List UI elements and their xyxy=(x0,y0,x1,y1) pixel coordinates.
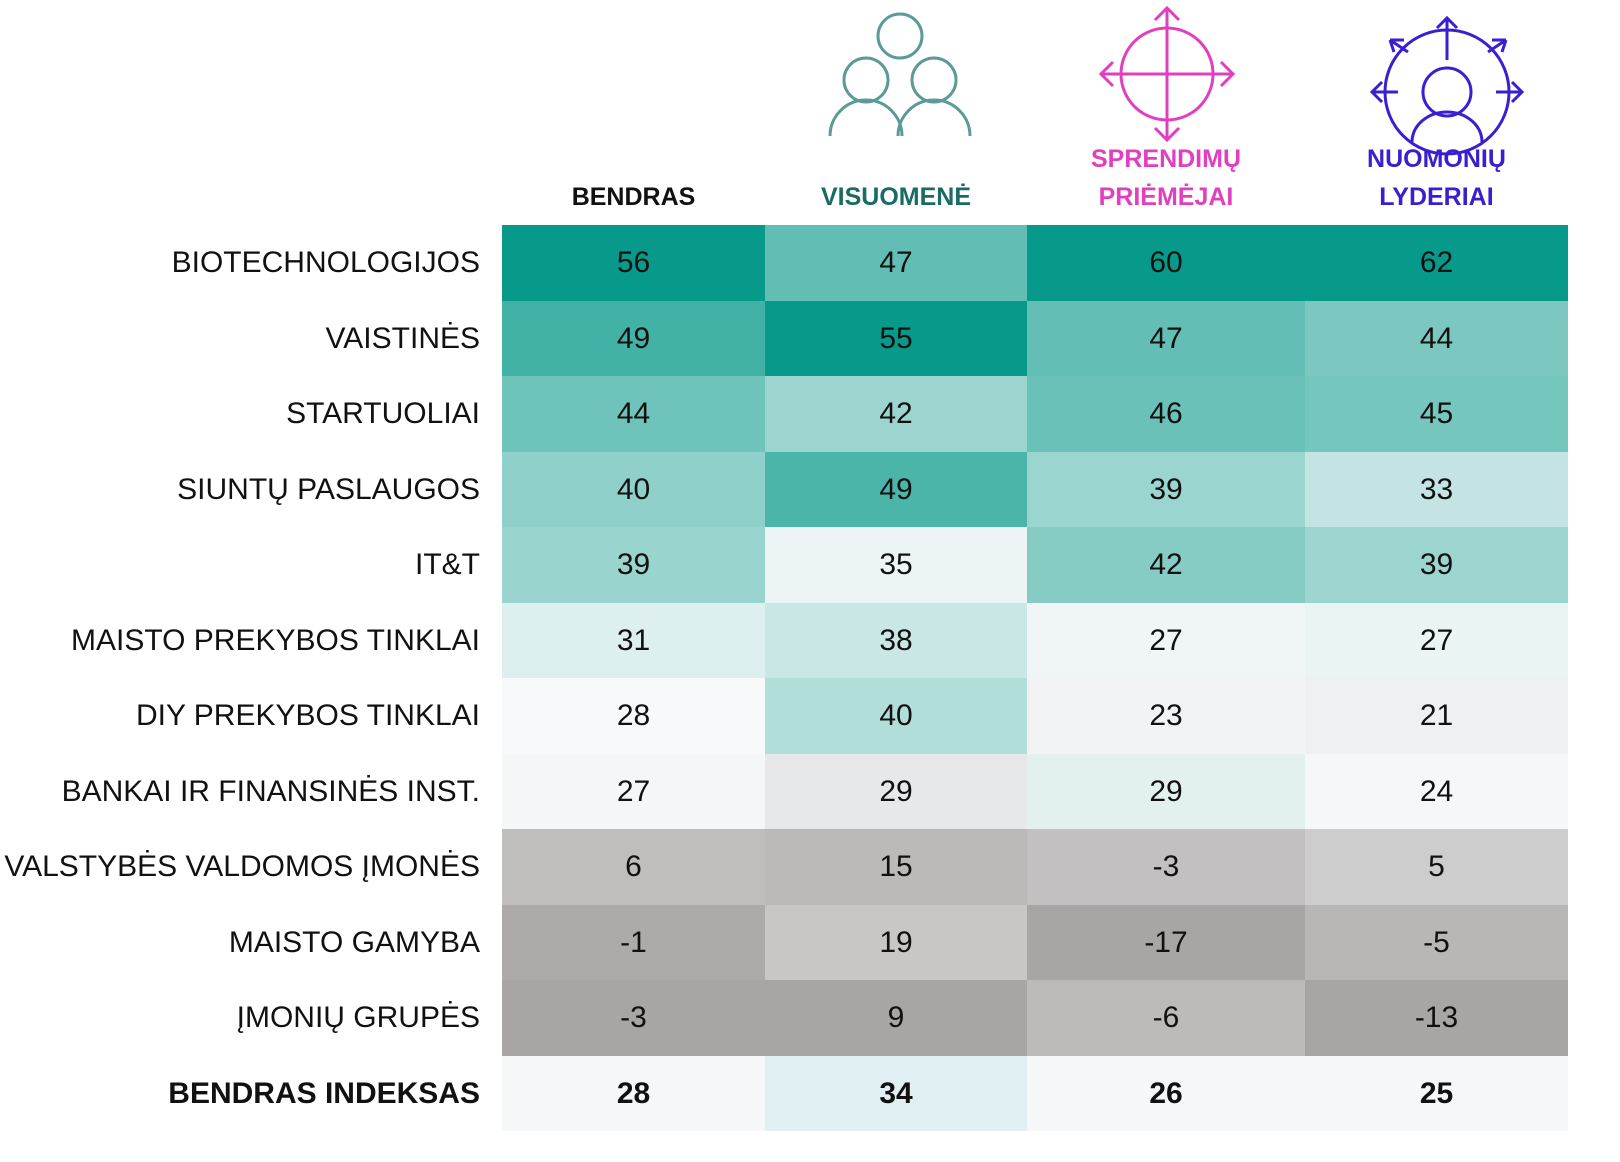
cell: 29 xyxy=(1027,753,1305,829)
target-icon xyxy=(1098,5,1236,143)
cell: 42 xyxy=(765,376,1027,452)
cell: 49 xyxy=(502,300,765,376)
cell: 40 xyxy=(765,678,1027,754)
row-label: IT&T xyxy=(415,548,480,581)
row-label: BIOTECHNOLOGIJOS xyxy=(171,246,480,279)
cell: 6 xyxy=(502,829,765,905)
cell: -3 xyxy=(1027,829,1305,905)
cell: 49 xyxy=(765,451,1027,527)
row-label: SIUNTŲ PASLAUGOS xyxy=(177,472,480,506)
cell: 56 xyxy=(502,225,765,301)
total-cell: 28 xyxy=(502,1055,765,1131)
cell: 39 xyxy=(1027,451,1305,527)
cell: 24 xyxy=(1305,753,1568,829)
cell: 9 xyxy=(765,980,1027,1056)
total-label: BENDRAS INDEKSAS xyxy=(168,1076,480,1110)
cell: 31 xyxy=(502,602,765,678)
header-icons xyxy=(828,5,1525,156)
cell: 60 xyxy=(1027,225,1305,301)
total-cell: 25 xyxy=(1305,1055,1568,1131)
row-label: DIY PREKYBOS TINKLAI xyxy=(135,699,480,732)
cell: 21 xyxy=(1305,678,1568,754)
cell: 40 xyxy=(502,451,765,527)
cell: 39 xyxy=(1305,527,1568,603)
cell: 42 xyxy=(1027,527,1305,603)
cell: 55 xyxy=(765,300,1027,376)
cell: -3 xyxy=(502,980,765,1056)
cell: 15 xyxy=(765,829,1027,905)
cell: 45 xyxy=(1305,376,1568,452)
row-label: STARTUOLIAI xyxy=(286,397,480,430)
cell: 19 xyxy=(765,904,1027,980)
row-label: BANKAI IR FINANSINĖS INST. xyxy=(61,774,480,808)
cell: -17 xyxy=(1027,904,1305,980)
column-header: VISUOMENĖ xyxy=(820,183,972,211)
cell: 27 xyxy=(502,753,765,829)
column-header: NUOMONIŲ LYDERIAI xyxy=(1367,145,1506,211)
cell: 47 xyxy=(1027,300,1305,376)
row-label: MAISTO PREKYBOS TINKLAI xyxy=(70,623,480,657)
cell: 44 xyxy=(502,376,765,452)
cell: 62 xyxy=(1305,225,1568,301)
cell: 23 xyxy=(1027,678,1305,754)
total-cell: 26 xyxy=(1027,1055,1305,1131)
cell: 5 xyxy=(1305,829,1568,905)
cell: -13 xyxy=(1305,980,1568,1056)
leader-icon xyxy=(1369,15,1525,156)
total-cell: 34 xyxy=(765,1055,1027,1131)
cell: 33 xyxy=(1305,451,1568,527)
cell: 47 xyxy=(765,225,1027,301)
cell: 38 xyxy=(765,602,1027,678)
cell: 28 xyxy=(502,678,765,754)
cell: 46 xyxy=(1027,376,1305,452)
cell: -6 xyxy=(1027,980,1305,1056)
cell: 29 xyxy=(765,753,1027,829)
row-label: MAISTO GAMYBA xyxy=(228,925,480,959)
cell: -1 xyxy=(502,904,765,980)
cell: 27 xyxy=(1305,602,1568,678)
people-icon xyxy=(828,12,972,137)
cell: -5 xyxy=(1305,904,1568,980)
row-label: ĮMONIŲ GRUPĖS xyxy=(236,1001,480,1034)
column-header: SPRENDIMŲ PRIĖMĖJAI xyxy=(1090,145,1241,211)
cell: 35 xyxy=(765,527,1027,603)
row-label: VALSTYBĖS VALDOMOS ĮMONĖS xyxy=(4,850,480,883)
cell: 39 xyxy=(502,527,765,603)
cell: 44 xyxy=(1305,300,1568,376)
row-label: VAISTINĖS xyxy=(325,321,480,355)
column-header: BENDRAS xyxy=(571,183,696,211)
cell: 27 xyxy=(1027,602,1305,678)
